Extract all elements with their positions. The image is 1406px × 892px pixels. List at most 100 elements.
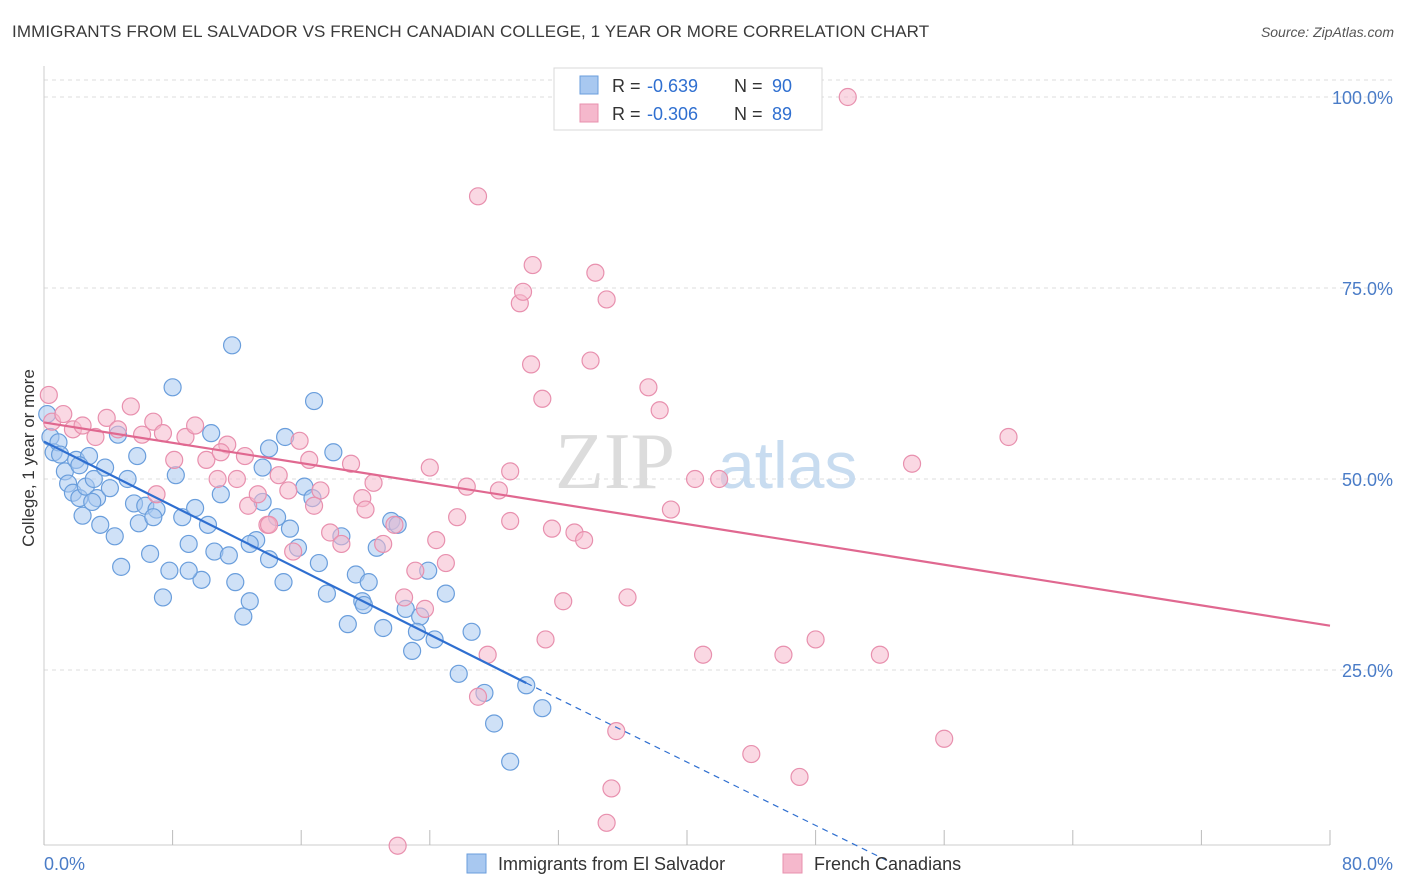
point-french-canadian <box>208 469 227 489</box>
point-el-salvador <box>253 458 272 477</box>
point-french-canadian <box>607 722 626 741</box>
point-el-salvador <box>533 699 552 718</box>
point-french-canadian <box>311 481 330 500</box>
point-french-canadian <box>248 485 267 504</box>
point-french-canadian <box>597 813 616 832</box>
point-french-canadian <box>838 87 857 107</box>
point-el-salvador <box>324 443 343 462</box>
point-french-canadian <box>284 542 303 561</box>
point-french-canadian <box>388 836 407 855</box>
trend-line-el-salvador-extension <box>525 682 889 862</box>
watermark-zip: ZIP <box>555 418 675 506</box>
point-french-canadian <box>581 351 600 370</box>
point-el-salvador <box>112 557 131 576</box>
legend-r-label-1: R = <box>612 76 641 96</box>
y-tick-label: 100.0% <box>1332 88 1393 108</box>
point-el-salvador <box>211 485 230 504</box>
point-french-canadian <box>406 561 425 580</box>
grid-lines <box>44 79 1392 671</box>
point-french-canadian <box>536 630 555 649</box>
point-french-canadian <box>356 500 375 519</box>
point-french-canadian <box>374 534 393 554</box>
point-el-salvador <box>462 622 481 641</box>
legend-r-value-1: -0.639 <box>647 76 698 96</box>
point-french-canadian <box>121 397 140 416</box>
point-el-salvador <box>280 519 300 538</box>
point-french-canadian <box>279 481 298 500</box>
point-french-canadian <box>427 531 446 550</box>
trend-line-french-canadians <box>43 421 1331 627</box>
point-french-canadian <box>332 534 351 554</box>
y-axis-label: College, 1 year or more <box>19 369 38 547</box>
point-el-salvador <box>192 570 211 589</box>
point-french-canadian <box>685 469 705 489</box>
trend-line-el-salvador <box>43 440 527 684</box>
point-el-salvador <box>128 446 147 466</box>
point-french-canadian <box>870 645 890 664</box>
point-el-salvador <box>179 561 198 580</box>
point-el-salvador <box>91 515 110 534</box>
legend-r-label-2: R = <box>612 104 641 124</box>
legend-bottom-label-blue: Immigrants from El Salvador <box>498 854 725 874</box>
point-french-canadian <box>341 454 361 473</box>
point-el-salvador <box>226 573 245 592</box>
point-el-salvador <box>166 466 185 485</box>
point-french-canadian <box>436 553 455 573</box>
legend-bottom-swatch-pink <box>782 853 803 874</box>
point-el-salvador <box>153 588 173 607</box>
point-french-canadian <box>693 645 713 664</box>
point-french-canadian <box>742 744 761 764</box>
watermark: ZIP atlas <box>555 418 857 506</box>
legend-n-label-2: N = <box>734 104 763 124</box>
y-tick-label: 75.0% <box>1342 279 1393 299</box>
point-el-salvador <box>160 561 179 580</box>
point-el-salvador <box>84 469 103 489</box>
source-label: Source: ZipAtlas.com <box>1260 24 1394 40</box>
stats-legend: R = -0.639 N = 90 R = -0.306 N = 89 <box>553 67 823 131</box>
series-legend: Immigrants from El Salvador French Canad… <box>466 853 961 874</box>
point-el-salvador <box>144 508 163 527</box>
y-tick-label: 25.0% <box>1342 661 1393 681</box>
legend-swatch-pink <box>579 103 599 123</box>
point-el-salvador <box>83 492 102 512</box>
point-el-salvador <box>259 439 279 458</box>
point-el-salvador <box>100 479 120 498</box>
point-el-salvador <box>105 527 124 546</box>
point-french-canadian <box>165 450 184 469</box>
point-french-canadian <box>513 282 533 301</box>
point-el-salvador <box>304 391 324 411</box>
point-el-salvador <box>219 546 238 565</box>
point-french-canadian <box>575 531 594 550</box>
point-el-salvador <box>179 534 198 554</box>
point-french-canadian <box>710 469 729 489</box>
point-french-canadian <box>774 645 793 664</box>
point-french-canadian <box>999 427 1018 447</box>
point-french-canadian <box>259 515 279 534</box>
legend-swatch-blue <box>579 75 599 95</box>
point-french-canadian <box>602 779 621 798</box>
point-el-salvador <box>338 615 357 634</box>
point-french-canadian <box>290 431 309 450</box>
tick-labels: 25.0% 50.0% 75.0% 100.0% 0.0% 80.0% <box>44 88 1393 874</box>
point-french-canadian <box>197 450 216 469</box>
point-french-canadian <box>227 469 246 489</box>
point-french-canadian <box>321 523 340 542</box>
point-french-canadian <box>448 508 467 527</box>
point-el-salvador <box>436 584 455 603</box>
point-el-salvador <box>449 664 468 683</box>
point-el-salvador <box>202 424 221 443</box>
point-el-salvador <box>163 378 182 397</box>
point-el-salvador <box>274 573 293 592</box>
point-french-canadian <box>597 290 616 309</box>
point-french-canadian <box>364 473 383 492</box>
point-french-canadian <box>618 588 637 607</box>
point-el-salvador <box>359 573 378 592</box>
y-tick-label: 50.0% <box>1342 470 1393 490</box>
point-french-canadian <box>501 511 520 531</box>
point-el-salvador <box>485 714 504 733</box>
legend-bottom-swatch-blue <box>466 853 487 874</box>
legend-n-value-2: 89 <box>772 104 792 124</box>
point-french-canadian <box>269 466 288 485</box>
point-french-canadian <box>420 458 439 477</box>
